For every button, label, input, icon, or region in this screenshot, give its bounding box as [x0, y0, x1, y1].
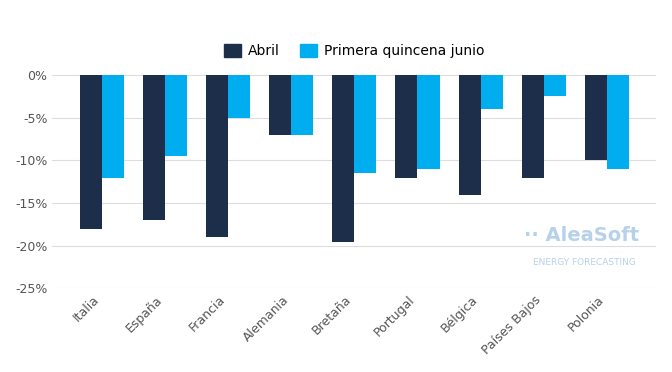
Bar	[228, 75, 250, 118]
Legend: Abril, Primera quincena junio: Abril, Primera quincena junio	[218, 39, 490, 64]
Bar	[165, 75, 187, 156]
Bar	[458, 75, 480, 195]
Bar	[332, 75, 354, 241]
Bar	[143, 75, 165, 220]
Bar	[607, 75, 629, 169]
Bar	[395, 75, 417, 177]
Bar	[354, 75, 376, 173]
Bar	[101, 75, 124, 177]
Bar	[269, 75, 291, 135]
Bar	[521, 75, 544, 177]
Bar	[80, 75, 101, 229]
Bar	[544, 75, 566, 96]
Bar	[291, 75, 313, 135]
Bar	[206, 75, 228, 237]
Bar	[585, 75, 607, 160]
Text: ENERGY FORECASTING: ENERGY FORECASTING	[533, 257, 636, 267]
Bar	[417, 75, 439, 169]
Bar	[480, 75, 503, 109]
Text: ·· AleaSoft: ·· AleaSoft	[523, 225, 638, 245]
